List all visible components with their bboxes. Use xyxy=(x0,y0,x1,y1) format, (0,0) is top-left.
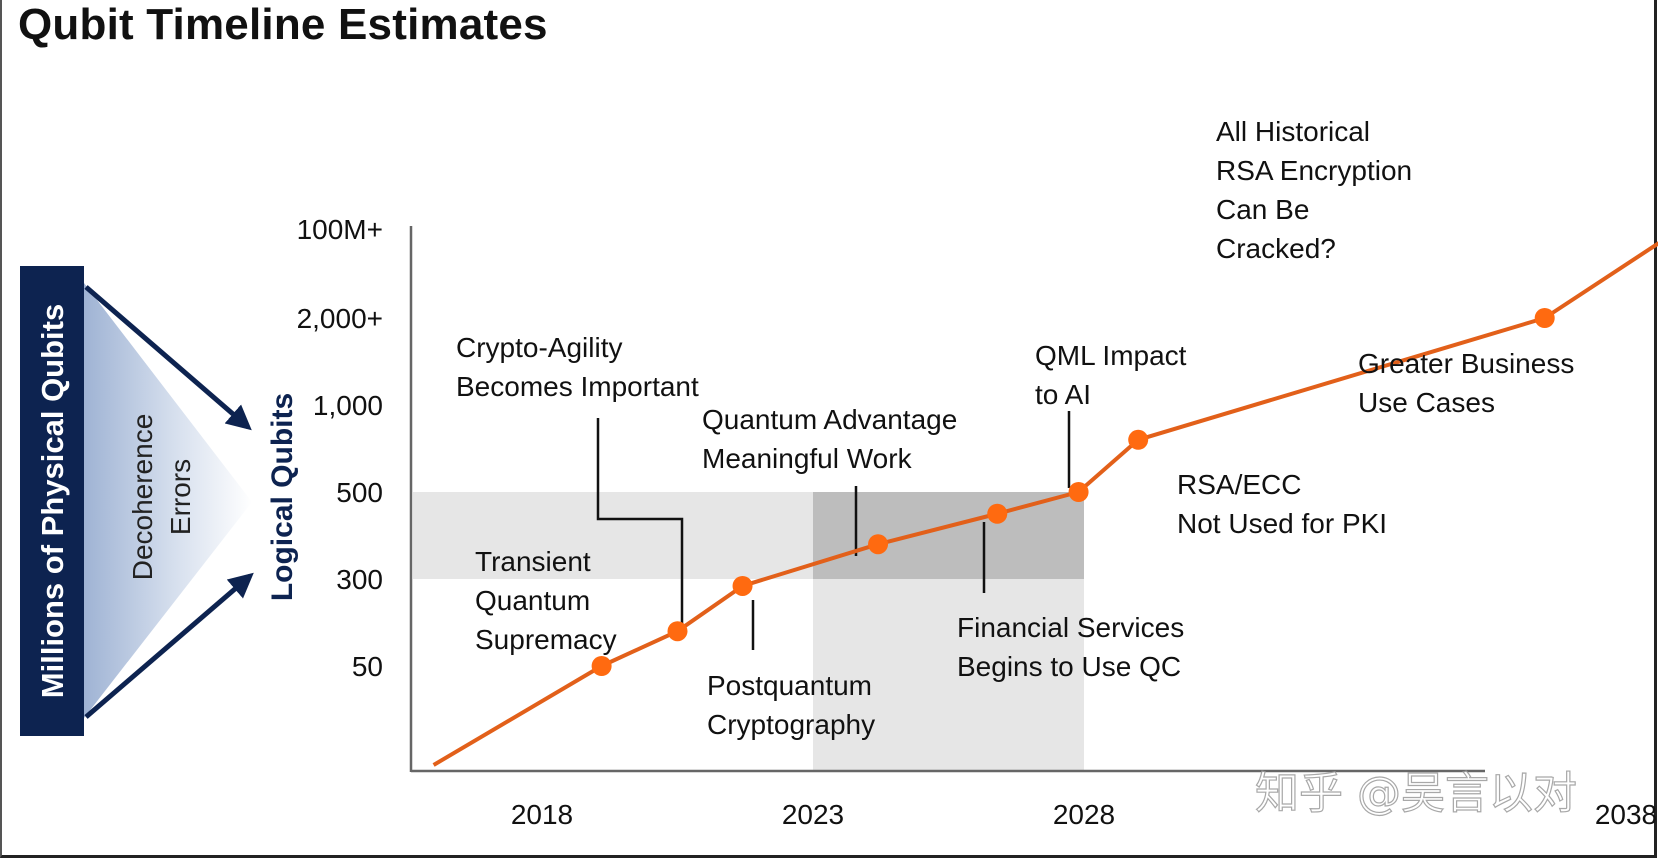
data-point xyxy=(1534,308,1555,328)
physical-qubits-label: Millions of Physical Qubits xyxy=(35,304,70,698)
x-tick-label: 2018 xyxy=(511,799,573,830)
decoherence-label-line-1: Decoherence xyxy=(127,414,158,581)
decoherence-label-line-2: Errors xyxy=(165,459,196,535)
data-point xyxy=(1128,429,1149,450)
series-line xyxy=(432,241,1658,767)
series-layer xyxy=(432,241,1658,767)
data-point xyxy=(987,503,1008,524)
annotation-label: Greater Business Use Cases xyxy=(1358,348,1574,418)
annotation-leader-line xyxy=(596,418,684,628)
x-tick-label: 2038 xyxy=(1595,799,1657,830)
annotation-label: Quantum Advantage Meaningful Work xyxy=(702,404,957,474)
decoherence-triangle xyxy=(84,283,252,718)
x-tick-label: 2028 xyxy=(1053,799,1115,830)
annotation-label: Postquantum Cryptography xyxy=(707,670,875,740)
annotation-label: RSA/ECC Not Used for PKI xyxy=(1177,469,1387,539)
data-point xyxy=(667,621,688,642)
annotation-label: Crypto-Agility Becomes Important xyxy=(456,332,699,402)
y-axis-title: Logical Qubits xyxy=(266,393,299,601)
y-tick-label: 1,000 xyxy=(313,390,383,421)
annotations: Transient Quantum Supremacy Crypto-Agility B… xyxy=(456,116,1574,740)
data-point xyxy=(732,575,753,596)
y-tick-label: 50 xyxy=(352,651,383,682)
lower-arrow xyxy=(84,572,254,719)
shaded-region-overlap xyxy=(813,492,1084,579)
data-point xyxy=(1068,482,1089,502)
y-tick-label: 2,000+ xyxy=(297,303,383,334)
x-tick-label: 2023 xyxy=(782,799,844,830)
y-tick-label: 500 xyxy=(336,477,383,508)
upper-arrow xyxy=(84,285,252,431)
annotation-leaders xyxy=(596,411,1071,650)
physical-qubits-panel: Millions of Physical Qubits Decoherence … xyxy=(20,266,299,736)
y-tick-labels: 50 300 500 1,000 2,000+ 100M+ xyxy=(297,214,383,682)
y-tick-label: 100M+ xyxy=(297,214,383,245)
annotation-label: Financial Services Begins to Use QC xyxy=(957,612,1184,682)
data-point xyxy=(868,534,889,555)
physical-qubits-bar xyxy=(20,266,84,736)
chart-title: Qubit Timeline Estimates xyxy=(18,0,548,49)
data-point xyxy=(591,656,612,676)
annotation-label: Transient Quantum Supremacy xyxy=(475,546,617,655)
x-tick-labels: 2018 2023 2028 2038 xyxy=(511,799,1657,830)
y-tick-label: 300 xyxy=(336,564,383,595)
shaded-regions xyxy=(413,492,1084,770)
annotation-label: QML Impact to AI xyxy=(1035,340,1187,410)
annotation-label: All Historical RSA Encryption Can Be Cracke… xyxy=(1216,116,1412,264)
watermark-text: 知乎 @吴言以对 xyxy=(1255,768,1577,819)
